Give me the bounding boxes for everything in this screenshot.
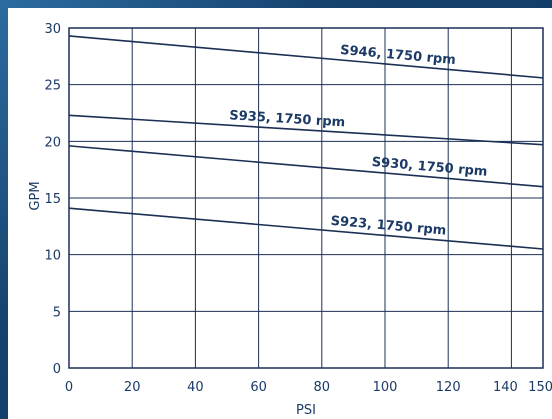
x-tick-label: 120	[436, 380, 461, 395]
series-line	[68, 207, 544, 250]
y-tick-label: 0	[53, 362, 61, 377]
y-tick-label: 5	[53, 305, 61, 320]
series-line	[68, 145, 544, 188]
x-tick-label: 0	[65, 380, 73, 395]
x-tick-label: 60	[250, 380, 267, 395]
x-tick-label: 40	[187, 380, 204, 395]
y-tick-label: 25	[44, 79, 61, 94]
y-axis-label: GPM	[28, 181, 43, 210]
x-tick-label: 20	[124, 380, 141, 395]
series-label: S935, 1750 rpm	[229, 108, 346, 130]
y-tick-label: 20	[44, 135, 61, 150]
chart-panel	[8, 8, 552, 419]
x-tick-label: 80	[314, 380, 331, 395]
y-tick-label: 15	[44, 192, 61, 207]
series-line	[68, 35, 544, 79]
x-axis-label: PSI	[296, 403, 316, 418]
y-tick-label: 10	[44, 249, 61, 264]
x-tick-label: 150	[528, 380, 552, 395]
x-tick-label: 140	[493, 380, 518, 395]
grid-lines	[68, 27, 544, 369]
y-tick-label: 30	[44, 22, 61, 37]
plot-border	[68, 27, 544, 369]
series-line	[68, 114, 544, 146]
series-lines	[68, 35, 544, 250]
x-tick-label: 100	[373, 380, 398, 395]
tick-labels: 0 20 40 60 80 100 120 140 150 0 5 10 15 20 25 30	[44, 22, 552, 395]
